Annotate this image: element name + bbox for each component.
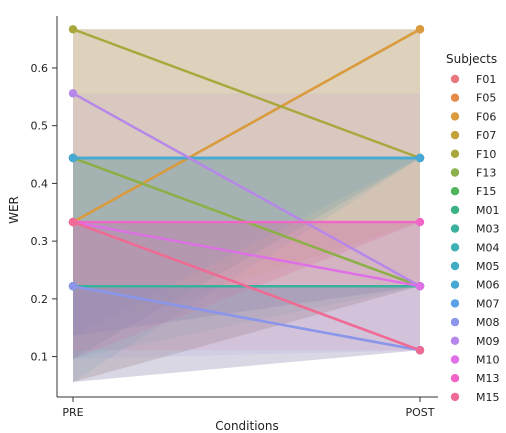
band-f07 [73, 158, 420, 382]
series-line-m10 [71, 220, 422, 288]
point-m10-post [415, 281, 425, 291]
point-m06-post [415, 153, 425, 163]
y-axis-label: WER [7, 196, 21, 224]
band-f06 [73, 29, 420, 336]
band-m03 [73, 286, 420, 336]
series-line-f10 [71, 28, 422, 160]
legend-label-f06: F06 [476, 110, 496, 123]
legend-label-f15: F15 [476, 185, 496, 198]
y-tick-label: 0.5 [31, 120, 49, 133]
legend-label-m10: M10 [476, 354, 500, 367]
overall-band [73, 29, 420, 382]
point-m09-pre [68, 89, 78, 98]
band-m13 [73, 222, 420, 359]
band-f13 [73, 158, 420, 336]
legend-label-m01: M01 [476, 204, 500, 217]
point-m15-post [415, 346, 425, 355]
legend-marker-m15 [450, 392, 460, 402]
legend-marker-m06 [450, 280, 460, 289]
legend: Subjects F01 F05 F06 F07 F10 F13 F15 M01 M03 M04 M… [446, 52, 500, 404]
series-line-m15 [71, 220, 422, 352]
y-tick-label: 0.4 [31, 177, 49, 190]
legend-marker-m07 [450, 299, 460, 308]
legend-marker-f10 [450, 149, 460, 158]
legend-label-m08: M08 [476, 316, 500, 329]
band-f05 [73, 29, 420, 359]
series-line-m08 [71, 284, 422, 352]
y-tick-label: 0.1 [31, 351, 49, 364]
legend-label-m06: M06 [476, 279, 500, 292]
legend-marker-f07 [450, 130, 460, 140]
legend-marker-f06 [450, 112, 460, 121]
legend-label-f07: F07 [476, 129, 496, 142]
legend-label-m09: M09 [476, 335, 500, 348]
legend-title: Subjects [446, 52, 497, 66]
band-f15 [73, 286, 420, 382]
legend-label-f13: F13 [476, 167, 496, 180]
legend-marker-m13 [450, 374, 460, 383]
axes [56, 16, 438, 398]
legend-label-m05: M05 [476, 260, 500, 273]
legend-label-f10: F10 [476, 148, 496, 161]
series-line-f06 [71, 28, 422, 224]
point-m08-pre [68, 281, 78, 291]
y-tick-label: 0.3 [31, 235, 49, 248]
legend-marker-m09 [450, 336, 460, 345]
band-f10 [73, 29, 420, 359]
point-m15-pre [68, 217, 78, 227]
legend-marker-f05 [450, 93, 460, 102]
point-f10-pre [68, 25, 78, 34]
band-m08 [73, 286, 420, 359]
point-m13-post [415, 217, 425, 227]
legend-marker-m03 [450, 224, 460, 233]
legend-marker-f01 [450, 74, 460, 84]
legend-label-m13: M13 [476, 372, 500, 385]
legend-label-m04: M04 [476, 241, 500, 254]
series-lines [68, 25, 425, 355]
point-m06-pre [68, 153, 78, 163]
band-m01 [73, 286, 420, 359]
band-m09 [73, 93, 420, 336]
legend-label-m07: M07 [476, 297, 500, 310]
band-f01 [73, 222, 420, 382]
legend-label-f05: F05 [476, 92, 496, 105]
ticks: 0.1 0.2 0.3 0.4 0.5 0.6 PRE POST [31, 62, 435, 419]
y-tick-label: 0.2 [31, 293, 49, 306]
point-f06-post [415, 25, 425, 34]
x-axis-label: Conditions [215, 419, 279, 433]
legend-marker-m10 [450, 355, 460, 364]
y-tick-label: 0.6 [31, 62, 49, 75]
legend-label-m03: M03 [476, 223, 500, 236]
legend-label-m15: M15 [476, 391, 500, 404]
x-tick-label: POST [406, 406, 435, 419]
legend-marker-m05 [450, 261, 460, 271]
band-m07 [73, 286, 420, 382]
legend-marker-f13 [450, 168, 460, 177]
band-m06 [73, 158, 420, 336]
band-m05 [73, 158, 420, 359]
legend-marker-m01 [450, 205, 460, 215]
legend-marker-m04 [450, 243, 460, 252]
band-m10 [73, 222, 420, 382]
x-tick-label: PRE [62, 406, 83, 419]
legend-label-f01: F01 [476, 73, 496, 86]
band-m04 [73, 158, 420, 382]
legend-marker-m08 [450, 317, 460, 327]
confidence-bands [73, 29, 420, 382]
series-line-m09 [71, 92, 422, 288]
legend-marker-f15 [450, 187, 460, 196]
